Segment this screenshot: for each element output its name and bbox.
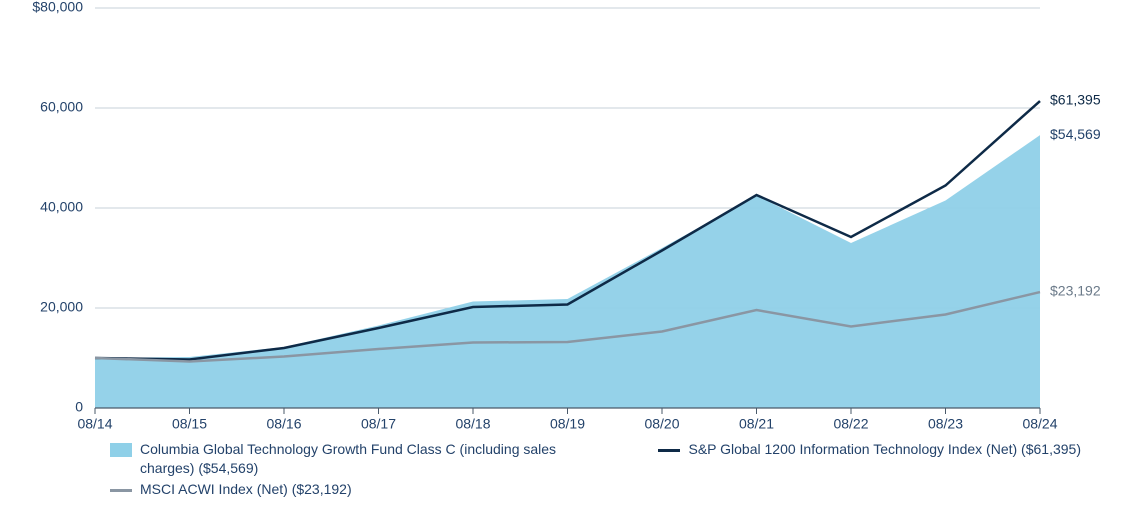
legend-left-column: Columbia Global Technology Growth Fund C…: [110, 440, 615, 515]
x-tick-label: 08/16: [266, 415, 301, 431]
legend: Columbia Global Technology Growth Fund C…: [110, 440, 1081, 515]
x-tick-label: 08/19: [550, 415, 585, 431]
y-tick-label: 20,000: [40, 299, 83, 315]
x-tick-label: 08/24: [1022, 415, 1057, 431]
x-tick-label: 08/18: [455, 415, 490, 431]
y-tick-label: 40,000: [40, 199, 83, 215]
x-tick-label: 08/15: [172, 415, 207, 431]
x-tick-label: 08/22: [833, 415, 868, 431]
growth-chart: 0 20,000 40,000 60,000 $80,000 08/14 08/15 08/1…: [0, 0, 1121, 515]
y-tick-label: 0: [75, 399, 83, 415]
series-area-fund: [95, 135, 1040, 408]
legend-swatch: [110, 443, 132, 457]
legend-right-column: S&P Global 1200 Information Technology I…: [615, 440, 1081, 515]
x-tick-label: 08/23: [928, 415, 963, 431]
legend-text: MSCI ACWI Index (Net) ($23,192): [140, 480, 352, 499]
y-tick-label: 60,000: [40, 99, 83, 115]
x-tick-label: 08/20: [644, 415, 679, 431]
end-label-sp1200it: $61,395: [1050, 92, 1101, 108]
legend-text: Columbia Global Technology Growth Fund C…: [140, 440, 560, 478]
end-label-fund: $54,569: [1050, 126, 1101, 142]
legend-item-fund: Columbia Global Technology Growth Fund C…: [110, 440, 615, 478]
legend-item-sp1200it: S&P Global 1200 Information Technology I…: [658, 440, 1081, 459]
legend-item-msci: MSCI ACWI Index (Net) ($23,192): [110, 480, 615, 499]
legend-text: S&P Global 1200 Information Technology I…: [688, 440, 1081, 459]
x-tick-label: 08/17: [361, 415, 396, 431]
end-label-msci: $23,192: [1050, 283, 1101, 299]
legend-line-icon: [658, 449, 680, 452]
y-tick-label: $80,000: [32, 0, 83, 15]
x-tick-label: 08/14: [77, 415, 112, 431]
chart-svg: 0 20,000 40,000 60,000 $80,000 08/14 08/15 08/1…: [0, 0, 1121, 515]
x-tick-label: 08/21: [739, 415, 774, 431]
legend-line-icon: [110, 489, 132, 492]
